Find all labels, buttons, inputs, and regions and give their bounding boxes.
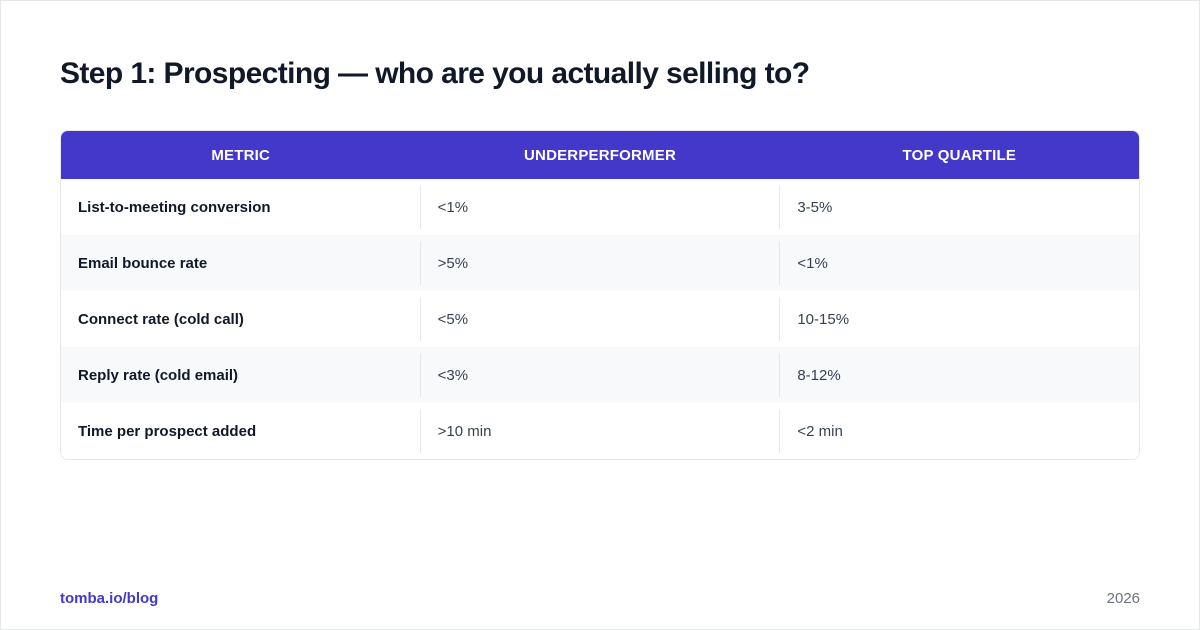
table-header: METRIC UNDERPERFORMER TOP QUARTILE bbox=[61, 131, 1139, 179]
header-underperformer: UNDERPERFORMER bbox=[524, 146, 676, 164]
underperformer-cell: <1% bbox=[419, 185, 780, 229]
top-quartile-cell: 10-15% bbox=[779, 297, 1139, 341]
metric-cell: Email bounce rate bbox=[78, 254, 208, 272]
comparison-table: METRIC UNDERPERFORMER TOP QUARTILE List-… bbox=[60, 130, 1140, 460]
top-quartile-cell: <2 min bbox=[779, 409, 1139, 453]
table-row: List-to-meeting conversion <1% 3-5% bbox=[61, 179, 1139, 235]
footer-source-link[interactable]: tomba.io/blog bbox=[60, 590, 159, 607]
underperformer-cell: >5% bbox=[419, 241, 780, 285]
table-row: Time per prospect added >10 min <2 min bbox=[61, 403, 1139, 459]
footer-year: 2026 bbox=[1106, 590, 1140, 607]
underperformer-cell: <3% bbox=[419, 353, 780, 397]
top-quartile-cell: 8-12% bbox=[779, 353, 1139, 397]
underperformer-cell: >10 min bbox=[419, 409, 780, 453]
metric-cell: List-to-meeting conversion bbox=[78, 198, 271, 216]
page-title: Step 1: Prospecting — who are you actual… bbox=[60, 57, 810, 90]
table-row: Reply rate (cold email) <3% 8-12% bbox=[61, 347, 1139, 403]
top-quartile-cell: 3-5% bbox=[779, 185, 1139, 229]
table-row: Email bounce rate >5% <1% bbox=[61, 235, 1139, 291]
header-top-quartile: TOP QUARTILE bbox=[902, 146, 1017, 164]
top-quartile-cell: <1% bbox=[779, 241, 1139, 285]
metric-cell: Reply rate (cold email) bbox=[78, 366, 239, 384]
header-metric: METRIC bbox=[211, 146, 271, 164]
metric-cell: Connect rate (cold call) bbox=[78, 310, 244, 328]
table-row: Connect rate (cold call) <5% 10-15% bbox=[61, 291, 1139, 347]
metric-cell: Time per prospect added bbox=[78, 422, 257, 440]
table-body: List-to-meeting conversion <1% 3-5% Emai… bbox=[61, 179, 1139, 459]
underperformer-cell: <5% bbox=[419, 297, 780, 341]
